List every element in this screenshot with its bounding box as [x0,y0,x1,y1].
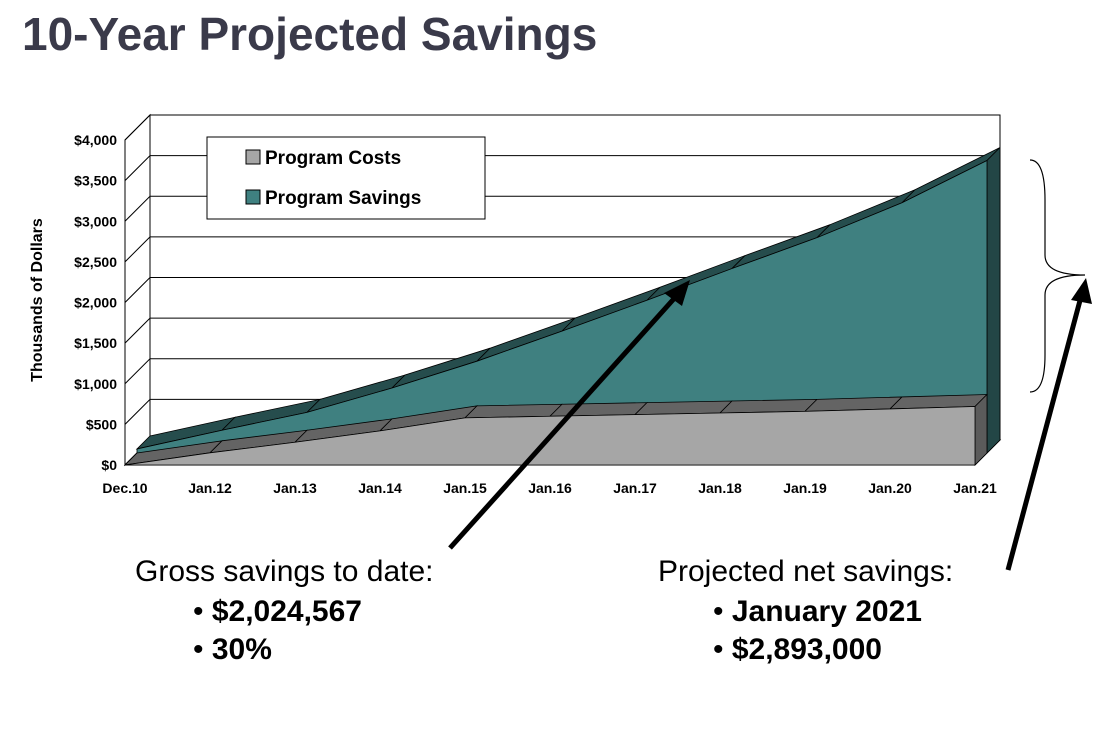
grid-line [124,236,1000,263]
note-list: January 2021 $2,893,000 [713,593,953,669]
area-depth [719,398,818,414]
note-heading: Projected net savings: [658,555,954,588]
x-tick-label: Jan.15 [443,480,487,496]
note-item: January 2021 [713,593,953,631]
note-item: $2,893,000 [713,631,953,669]
y-axis-label: Thousands of Dollars [29,218,46,382]
arrow [1005,292,1085,571]
note-list: $2,024,567 30% [193,593,433,669]
brace [1029,159,1086,393]
x-tick-label: Jan.18 [698,480,742,496]
arrow-head [1071,278,1092,304]
note-item: 30% [193,631,433,669]
x-tick-label: Jan.12 [188,480,232,496]
area-side [986,146,1001,454]
area-depth [634,400,733,416]
legend-swatch [245,149,261,165]
y-tick-label: $3,500 [74,173,117,189]
y-tick-label: $2,500 [74,254,117,270]
x-tick-label: Jan.17 [613,480,657,496]
y-tick-label: $1,500 [74,335,117,351]
grid-line [124,114,1000,141]
y-tick-label: $2,000 [74,295,117,311]
x-tick-label: Jan.13 [273,480,317,496]
area-side [974,393,988,466]
note-item: $2,024,567 [193,593,433,631]
note-heading: Gross savings to date: [135,555,434,588]
legend: Program Costs Program Savings [206,136,486,220]
x-tick-label: Jan.20 [868,480,912,496]
legend-swatch [245,189,261,205]
area-depth [549,402,648,417]
legend-label: Program Savings [265,188,421,209]
x-tick-label: Jan.21 [953,480,997,496]
x-tick-label: Dec.10 [102,480,147,496]
x-tick-label: Jan.16 [528,480,572,496]
chart-title: 10-Year Projected Savings [22,8,597,60]
y-tick-label: $4,000 [74,132,117,148]
x-tick-label: Jan.14 [358,480,402,496]
y-tick-label: $3,000 [74,213,117,229]
arrow [448,290,682,550]
y-tick-label: $0 [101,457,117,473]
gross-note: Gross savings to date: $2,024,567 30% [135,555,433,669]
x-tick-label: Jan.19 [783,480,827,496]
grid-line [124,195,1000,222]
legend-label: Program Costs [265,148,401,169]
y-tick-label: $500 [86,416,117,432]
net-note: Projected net savings: January 2021 $2,8… [658,555,953,669]
y-tick-label: $1,000 [74,376,117,392]
area-depth [464,403,563,419]
plot-area: $0 $500 $1,000 $1,500 $2,000 $2,500 $3,000 $3,5… [74,113,1002,496]
grid-line [124,155,1000,181]
arrow-head [664,280,690,306]
